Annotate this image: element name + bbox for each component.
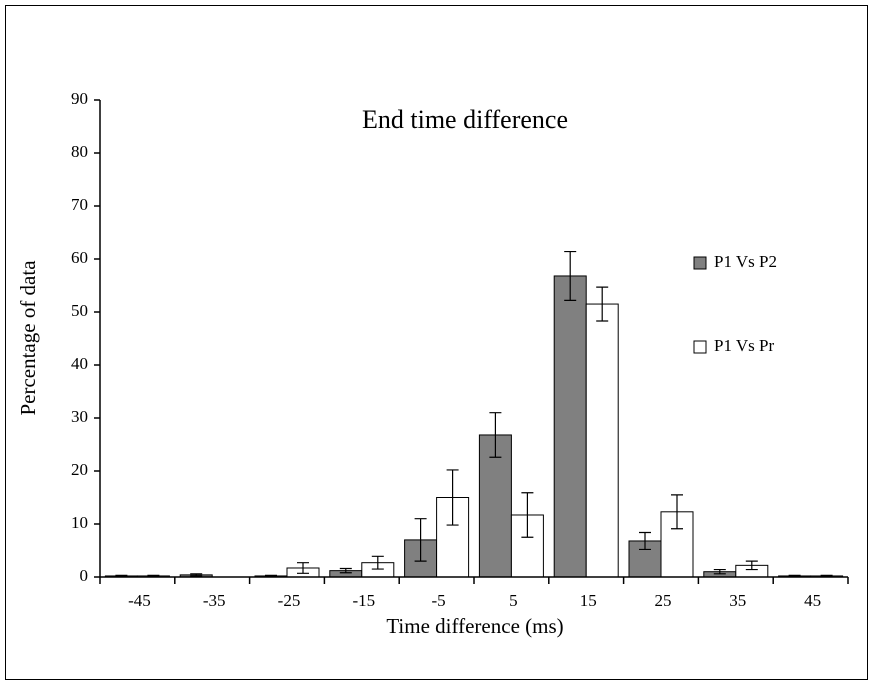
y-tick-label: 30 bbox=[71, 407, 88, 426]
x-axis-label: Time difference (ms) bbox=[386, 614, 563, 638]
x-tick-label: -35 bbox=[203, 591, 226, 610]
error-bar bbox=[596, 286, 609, 322]
y-axis-label: Percentage of data bbox=[16, 260, 40, 416]
error-bar bbox=[521, 492, 534, 538]
bar bbox=[478, 434, 512, 578]
x-tick-label: -45 bbox=[128, 591, 151, 610]
error-bar bbox=[489, 412, 502, 458]
error-bar bbox=[414, 518, 427, 562]
legend-label: P1 Vs P2 bbox=[714, 252, 777, 271]
chart-title: End time difference bbox=[362, 105, 568, 134]
bar bbox=[585, 303, 619, 578]
x-tick-label: 25 bbox=[655, 591, 672, 610]
y-tick-label: 50 bbox=[71, 301, 88, 320]
x-tick-label: -5 bbox=[432, 591, 446, 610]
error-bar bbox=[371, 555, 384, 570]
y-tick-label: 10 bbox=[71, 513, 88, 532]
legend-swatch bbox=[693, 340, 707, 354]
error-bar bbox=[297, 562, 309, 574]
error-bar bbox=[190, 573, 203, 577]
x-tick-label: -25 bbox=[278, 591, 301, 610]
y-tick-label: 0 bbox=[80, 566, 89, 585]
x-tick-label: 35 bbox=[729, 591, 746, 610]
error-bar bbox=[745, 560, 758, 571]
x-tick-label: 5 bbox=[509, 591, 518, 610]
error-bar bbox=[446, 469, 459, 526]
bar bbox=[553, 275, 587, 578]
y-tick-label: 90 bbox=[71, 89, 88, 108]
error-bar bbox=[639, 531, 651, 551]
error-bar bbox=[339, 567, 352, 574]
y-tick-label: 70 bbox=[71, 195, 88, 214]
x-tick-label: 15 bbox=[580, 591, 597, 610]
legend-swatch bbox=[693, 256, 707, 270]
x-tick-label: -15 bbox=[352, 591, 375, 610]
y-tick-label: 20 bbox=[71, 460, 88, 479]
y-tick-label: 80 bbox=[71, 142, 88, 161]
error-bar bbox=[713, 568, 726, 575]
error-bar bbox=[671, 494, 683, 530]
x-tick-label: 45 bbox=[804, 591, 821, 610]
y-tick-label: 40 bbox=[71, 354, 88, 373]
error-bar bbox=[564, 250, 577, 301]
legend-label: P1 Vs Pr bbox=[714, 336, 774, 355]
y-tick-label: 60 bbox=[71, 248, 88, 267]
